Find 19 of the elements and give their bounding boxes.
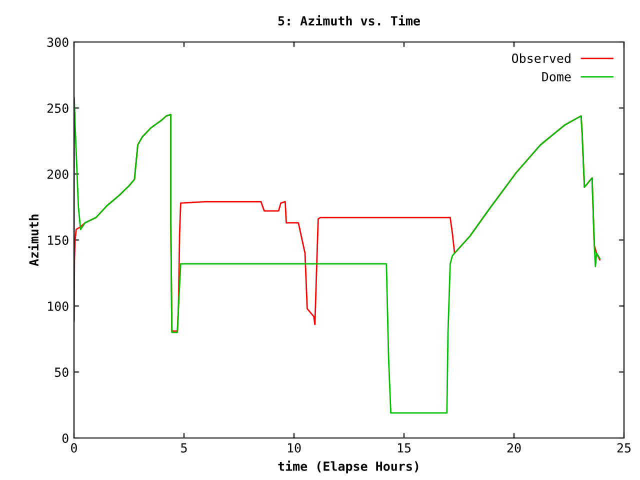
x-axis-title: time (Elapse Hours)	[278, 460, 418, 474]
x-tick-label: 25	[617, 443, 631, 453]
y-tick-label: 150	[48, 236, 68, 245]
y-tick-label: 200	[47, 170, 68, 179]
y-tick-label: 0	[62, 434, 68, 443]
x-tick-label: 5	[181, 443, 187, 453]
y-tick-label: 100	[48, 302, 68, 311]
legend-label: Observed	[512, 53, 570, 63]
x-tick-label: 10	[288, 443, 301, 453]
x-tick-label: 0	[71, 443, 77, 453]
legend-label: Dome	[542, 72, 571, 82]
chart-title: 5: Azimuth vs. Time	[278, 15, 420, 26]
x-tick-label: 15	[398, 443, 411, 453]
y-tick-label: 50	[54, 368, 68, 377]
line-series	[74, 96, 600, 414]
y-tick-label: 300	[47, 38, 68, 47]
x-tick-label: 20	[507, 443, 521, 453]
y-tick-label: 250	[47, 104, 68, 113]
y-axis-title: Azimuth	[28, 214, 39, 266]
